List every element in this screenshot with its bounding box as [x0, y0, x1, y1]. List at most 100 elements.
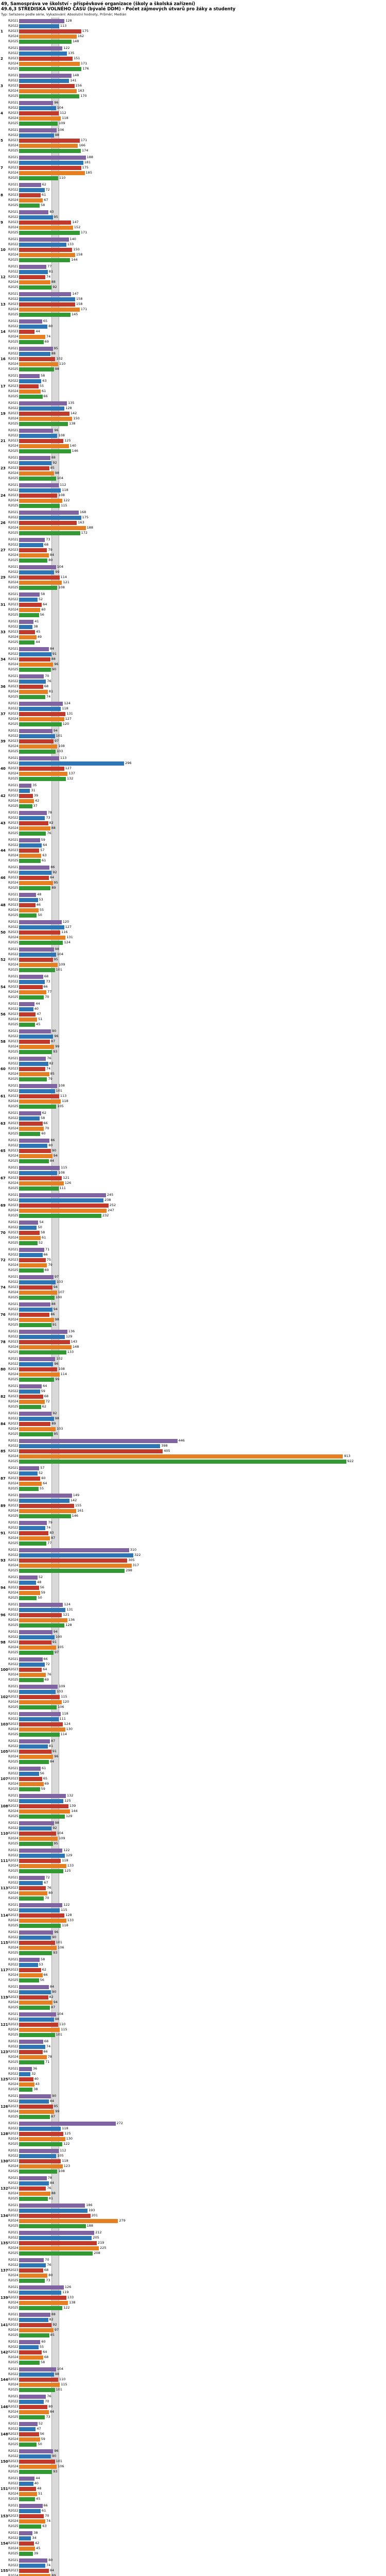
group-id-label: 125 [1, 2077, 8, 2081]
bar-R2023 [19, 684, 43, 689]
bar-value-label: 131 [66, 711, 73, 716]
bar-value-label: 109 [59, 121, 65, 125]
bar-row: R2021 41 [8, 619, 386, 624]
bar-R2025 [19, 1759, 49, 1764]
series-label-R2024: R2024 [8, 2410, 19, 2414]
bar-R2022 [19, 24, 59, 28]
series-label-R2025: R2025 [8, 2170, 19, 2173]
bar-value-label: 128 [65, 406, 72, 410]
bar-row: R2024 72 [8, 1399, 386, 1404]
chart-group-89: 89 R2021 149 R2022 142 R2023 155 R2024 161 R2025 1… [0, 1493, 386, 1518]
bar-value-label: 31 [31, 788, 36, 792]
bar-row: R2022 61 [8, 2509, 386, 2513]
series-label-R2022: R2022 [8, 2427, 19, 2431]
series-label-R2021: R2021 [8, 1985, 19, 1989]
bar-R2024 [19, 717, 64, 721]
bar-row: R2025 109 [8, 121, 386, 126]
bar-R2023 [19, 1667, 42, 1672]
bar-R2021 [19, 1411, 52, 1416]
series-label-R2025: R2025 [8, 804, 19, 808]
bar-row: R2025 114 [8, 1732, 386, 1737]
bar-row: R2022 67 [8, 1880, 386, 1885]
bar-R2024 [19, 744, 58, 749]
series-label-R2023: R2023 [8, 1094, 19, 1098]
bar-value-label: 90 [52, 1029, 57, 1033]
bar-row: R2024 171 [8, 307, 386, 312]
series-label-R2023: R2023 [8, 575, 19, 579]
bar-R2022 [19, 406, 65, 411]
series-label-R2025: R2025 [8, 2524, 19, 2528]
chart-group-148: 148 R2021 52 R2022 47 R2023 56 R2024 59 R2025 50 [0, 2421, 386, 2447]
bar-row: R2022 141 [8, 78, 386, 83]
bar-row: R2024 136 [8, 1618, 386, 1622]
bar-R2025 [19, 694, 46, 699]
series-label-R2023: R2023 [8, 466, 19, 470]
bar-row: R2022 205 [8, 2235, 386, 2240]
bar-R2023 [19, 630, 36, 634]
bar-R2022 [19, 1498, 69, 1503]
group-id-label: 146 [1, 2404, 8, 2409]
bar-value-label: 76 [47, 1672, 51, 1676]
series-label-R2021: R2021 [8, 1330, 19, 1333]
group-id-label: 151 [1, 2486, 8, 2491]
bar-row: R2025 39 [8, 2551, 386, 2556]
bar-row: R2023 62 [8, 1968, 386, 1972]
chart-group-69: 69 R2021 245 R2022 238 R2023 252 R2024 247 R2025 2… [0, 1193, 386, 1218]
bar-R2022 [19, 2181, 49, 2185]
bar-row: R2022 66 [8, 1252, 386, 1257]
series-label-R2023: R2023 [8, 657, 19, 661]
bar-R2024 [19, 771, 68, 776]
bar-row: R2022 108 [8, 1171, 386, 1175]
bar-value-label: 108 [58, 433, 65, 437]
series-label-R2023: R2023 [8, 930, 19, 934]
bar-R2024 [19, 1672, 46, 1677]
bar-R2025 [19, 1432, 53, 1436]
chart-group-96: 96 R2021 124 R2022 131 R2023 121 R2024 136 R2025 1… [0, 1602, 386, 1628]
series-label-R2023: R2023 [8, 57, 19, 60]
bar-row: R2025 298 [8, 1568, 386, 1573]
series-label-R2024: R2024 [8, 1646, 19, 1649]
bar-value-label: 122 [63, 1848, 70, 1852]
group-id-label: 130 [1, 2159, 8, 2163]
bar-value-label: 272 [116, 2121, 123, 2125]
bar-row: R2023 45 [8, 630, 386, 634]
bar-row: R2023 131 [8, 711, 386, 716]
bar-R2023 [19, 1776, 42, 1781]
bar-row: R2025 208 [8, 2251, 386, 2256]
bar-value-label: 310 [130, 1548, 137, 1552]
bar-value-label: 150 [73, 416, 80, 420]
bar-R2025 [19, 148, 81, 153]
bar-row: R2024 69 [8, 1782, 386, 1786]
series-label-R2021: R2021 [8, 401, 19, 405]
group-id-label: 21 [1, 438, 6, 443]
bar-value-label: 66 [43, 985, 48, 989]
bar-R2023 [19, 2186, 46, 2191]
bar-R2025 [19, 913, 37, 918]
bar-R2023 [19, 466, 49, 470]
bar-value-label: 56 [40, 1978, 44, 1982]
bar-value-label: 133 [67, 1350, 74, 1354]
bar-value-label: 62 [42, 1404, 47, 1409]
bar-R2025 [19, 1159, 49, 1163]
bar-row: R2023 124 [8, 1722, 386, 1726]
series-label-R2021: R2021 [8, 866, 19, 869]
bar-row: R2024 115 [8, 2382, 386, 2387]
bar-value-label: 84 [49, 2410, 55, 2414]
bar-value-label: 84 [49, 2568, 55, 2572]
series-label-R2025: R2025 [8, 1651, 19, 1654]
bar-row: R2023 66 [8, 1121, 386, 1126]
series-label-R2022: R2022 [8, 406, 19, 410]
bar-row: R2023 142 [8, 411, 386, 416]
bar-R2023 [19, 2022, 58, 2027]
bar-value-label: 50 [38, 1225, 42, 1229]
bar-R2024 [19, 61, 80, 66]
bar-value-label: 103 [57, 1280, 63, 1284]
series-label-R2025: R2025 [8, 2115, 19, 2119]
bar-R2025 [19, 858, 41, 863]
bar-row: R2023 76 [8, 2186, 386, 2191]
group-id-label: 98 [1, 1640, 6, 1645]
bar-value-label: 92 [52, 2323, 57, 2327]
chart-group-14: 14 R2021 65 R2022 80 R2023 44 R2024 74 R2025 69 [0, 319, 386, 344]
bar-value-label: 144 [71, 258, 78, 262]
bar-R2025 [19, 203, 40, 208]
